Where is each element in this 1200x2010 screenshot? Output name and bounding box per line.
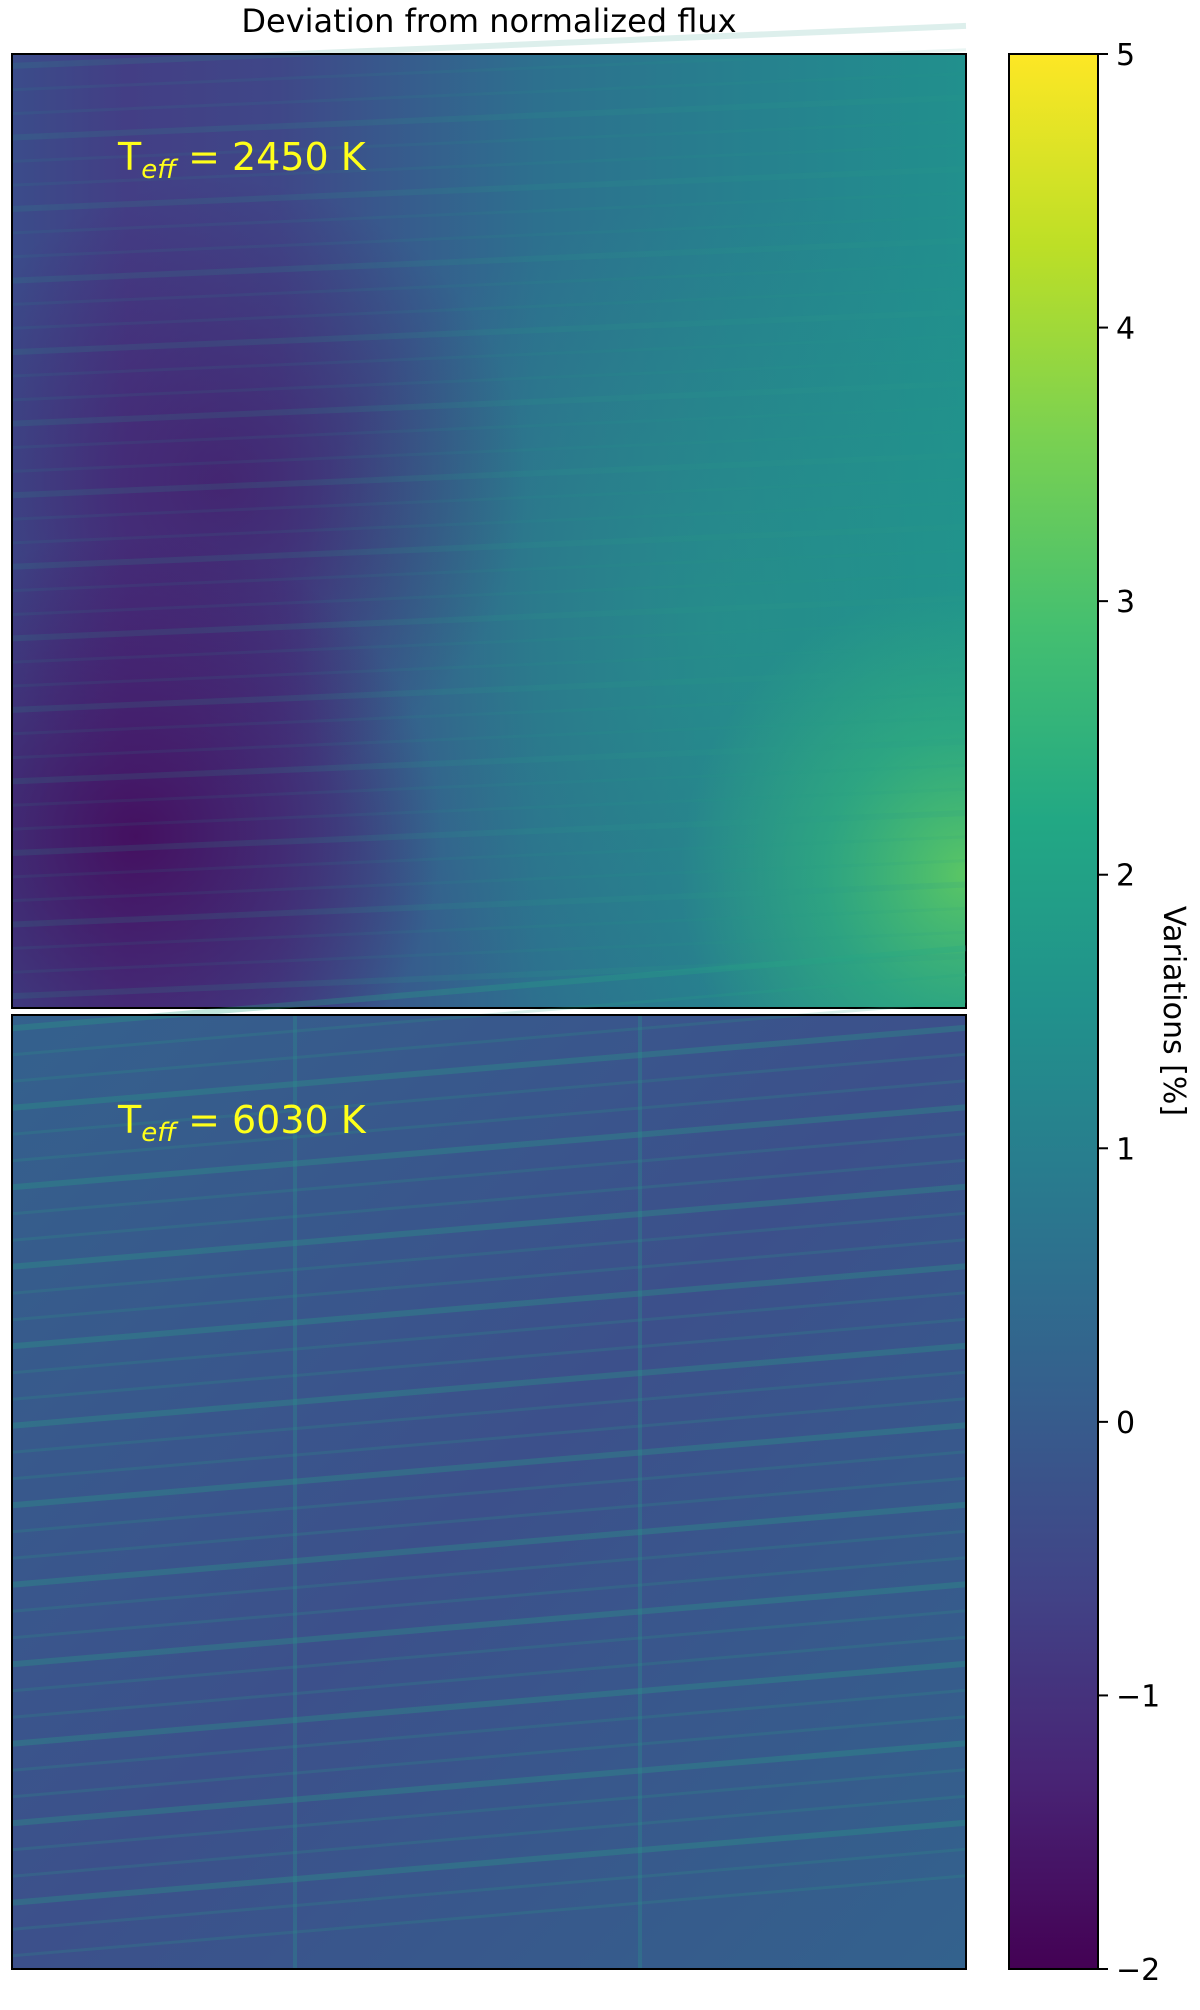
- colorbar-tick-label: 2: [1116, 859, 1135, 894]
- heatmap-stripe: [11, 1132, 967, 1216]
- heatmap-stripe: [11, 1211, 967, 1295]
- heatmap-top-frame: [11, 53, 967, 1009]
- heatmap-stripe: [11, 429, 967, 473]
- heatmap-stripe: [11, 1556, 967, 1640]
- heatmap-stripe: [11, 835, 967, 879]
- heatmap-stripe: [11, 143, 967, 187]
- colorbar-tick-label: −2: [1116, 1953, 1160, 1988]
- heatmap-stripe: [11, 549, 967, 593]
- heatmap-stripe: [11, 237, 967, 284]
- heatmap-top-bright-region: [12, 54, 966, 1008]
- heatmap-stripe: [11, 1397, 967, 1481]
- heatmap-stripe: [11, 380, 967, 427]
- heatmap-stripe: [11, 48, 967, 92]
- heatmap-stripe: [11, 572, 967, 616]
- heatmap-stripe: [11, 166, 967, 213]
- heatmap-bottom-stripes: [11, 945, 967, 1969]
- heatmap-stripe: [11, 1342, 967, 1429]
- heatmap-stripe: [11, 1263, 967, 1350]
- heatmap-stripe: [11, 262, 967, 306]
- heatmap-stripe: [11, 1794, 967, 1878]
- heatmap-stripe: [11, 953, 967, 1000]
- heatmap-stripe: [11, 452, 967, 499]
- heatmap-stripe: [11, 191, 967, 235]
- heatmap-stripe: [11, 406, 967, 450]
- heatmap-stripe: [11, 1874, 967, 1958]
- heatmap-stripe: [11, 859, 967, 903]
- heatmap-stripe: [11, 1422, 967, 1509]
- heatmap-stripe: [11, 1688, 967, 1772]
- heatmap-stripe: [11, 1501, 967, 1588]
- heatmap-stripe: [11, 309, 967, 356]
- heatmap-stripe: [11, 1104, 967, 1191]
- colorbar-tick-label: 0: [1116, 1406, 1135, 1441]
- heatmap-stripe: [11, 22, 967, 69]
- heatmap-stripe: [11, 738, 967, 785]
- heatmap-stripe: [11, 763, 967, 807]
- colorbar-tick-label: 4: [1116, 312, 1135, 347]
- heatmap-stripe: [11, 1635, 967, 1719]
- heatmap-top-stripes: [11, 22, 967, 1000]
- heatmap-stripe: [11, 809, 967, 856]
- heatmap-stripe: [11, 620, 967, 664]
- heatmap-stripe: [11, 1158, 967, 1242]
- heatmap-bottom-base: [12, 1015, 966, 1969]
- colorbar-tick-label: 5: [1116, 38, 1135, 73]
- colorbar-label: Variations [%]: [1156, 906, 1191, 1116]
- heatmap-stripe: [11, 1847, 967, 1931]
- heatmap-stripe: [11, 666, 967, 713]
- heatmap-stripe: [11, 906, 967, 950]
- heatmap-stripe: [11, 1768, 967, 1852]
- heatmap-stripe: [11, 523, 967, 570]
- heatmap-stripe: [11, 1740, 967, 1827]
- heatmap-stripe: [11, 787, 967, 831]
- colorbar-tick-label: 1: [1116, 1132, 1135, 1167]
- heatmap-panel-top: Teff = 2450 K: [11, 22, 967, 1009]
- colorbar-ticks: 5 4 3 2 1 0 −1 −2: [1098, 38, 1160, 1988]
- heatmap-stripe: [11, 1581, 967, 1668]
- heatmap-stripe: [11, 1450, 967, 1534]
- heatmap-stripe: [11, 215, 967, 259]
- heatmap-stripe: [11, 286, 967, 330]
- heatmap-stripe: [11, 1052, 967, 1136]
- heatmap-stripe: [11, 72, 967, 116]
- heatmap-stripe: [11, 1370, 967, 1454]
- heatmap-stripe: [11, 1819, 967, 1906]
- heatmap-stripe: [11, 94, 967, 141]
- heatmap-stripe: [11, 595, 967, 642]
- panel-label-top: Teff = 2450 K: [117, 135, 367, 185]
- heatmap-stripe: [11, 1183, 967, 1270]
- heatmap-stripe: [11, 358, 967, 402]
- heatmap-stripe: [11, 1529, 967, 1613]
- heatmap-stripe: [11, 1660, 967, 1747]
- heatmap-bottom-frame: [11, 1014, 967, 1970]
- heatmap-stripe: [11, 930, 967, 974]
- colorbar-gradient: [1008, 53, 1099, 1970]
- colorbar: 5 4 3 2 1 0 −1 −2 Variations [%]: [1008, 38, 1191, 1988]
- heatmap-stripe: [11, 1079, 967, 1163]
- heatmap-stripe: [11, 477, 967, 521]
- panel-label-bottom: Teff = 6030 K: [117, 1098, 367, 1148]
- colorbar-tick-label: −1: [1116, 1679, 1160, 1714]
- heatmap-stripe: [11, 334, 967, 378]
- chart-title: Deviation from normalized flux: [241, 2, 736, 40]
- heatmap-stripe: [11, 881, 967, 928]
- heatmap-stripe: [11, 692, 967, 736]
- heatmap-stripe: [11, 1317, 967, 1401]
- heatmap-stripe: [11, 1609, 967, 1693]
- heatmap-stripe: [11, 1024, 967, 1111]
- heatmap-panel-bottom: Teff = 6030 K: [11, 945, 967, 1970]
- heatmap-stripe: [11, 1291, 967, 1375]
- heatmap-stripe: [11, 716, 967, 760]
- heatmap-stripe: [11, 644, 967, 688]
- heatmap-stripe: [11, 501, 967, 545]
- colorbar-tick-label: 3: [1116, 585, 1135, 620]
- heatmap-stripe: [11, 119, 967, 163]
- heatmap-stripe: [11, 1715, 967, 1799]
- heatmap-stripe: [11, 1476, 967, 1560]
- heatmap-stripe: [11, 1238, 967, 1322]
